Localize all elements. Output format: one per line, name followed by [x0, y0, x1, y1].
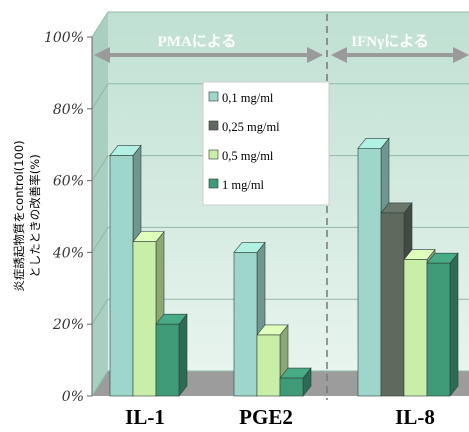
legend-label: 1 mg/ml: [222, 178, 265, 192]
legend-label: 0,5 mg/ml: [222, 149, 274, 163]
category-label: IL-8: [395, 405, 435, 429]
gridline-side: [91, 370, 109, 397]
y-tick-label: 20%: [52, 317, 84, 333]
region-label: IFNγによる: [351, 33, 428, 50]
category-label: PGE2: [239, 405, 293, 429]
legend-swatch: [208, 178, 219, 189]
region-label: PMAによる: [158, 33, 237, 50]
chart-side-wall: [92, 12, 108, 396]
legend-label: 0,1 mg/ml: [222, 91, 274, 105]
legend-swatch: [208, 91, 219, 102]
bar: [279, 367, 312, 397]
legend-swatch: [208, 120, 219, 131]
bar-side: [178, 313, 188, 397]
y-axis-title: 炎症誘起物質をcontrol(100): [12, 140, 26, 291]
bar-front: [256, 334, 281, 397]
bar-side: [449, 252, 459, 397]
gridline-side: [91, 227, 109, 253]
gridline-side: [91, 155, 109, 181]
legend-label: 0,25 mg/ml: [222, 120, 280, 134]
y-tick-label: 0%: [62, 389, 84, 405]
region-arrow-head-right: [453, 47, 469, 63]
bar-front: [279, 377, 304, 397]
category-label: IL-1: [125, 405, 165, 429]
legend-swatch: [208, 149, 219, 160]
bar-front: [357, 147, 382, 397]
region-arrow-head-left: [331, 47, 347, 63]
bar-front: [426, 262, 451, 397]
gridline-side: [91, 298, 109, 325]
bar-front: [155, 323, 180, 397]
bar: [155, 313, 188, 397]
bar-front: [109, 155, 134, 397]
bar-front: [403, 259, 428, 397]
bar-front: [132, 241, 157, 397]
bar-front: [233, 252, 258, 397]
y-axis-title: としたときの改善率(%): [28, 154, 42, 277]
y-tick-label: 60%: [53, 174, 84, 190]
gridline-side: [91, 83, 109, 110]
legend-box: [202, 81, 330, 206]
y-tick-label: 100%: [44, 30, 84, 46]
region-arrow-head-left: [94, 47, 110, 63]
y-tick-label: 80%: [53, 102, 84, 118]
gridline-side: [91, 11, 109, 38]
y-tick-label: 40%: [52, 245, 84, 261]
bar-front: [380, 212, 405, 397]
bar: [426, 252, 459, 397]
region-arrow-head-right: [307, 47, 323, 63]
